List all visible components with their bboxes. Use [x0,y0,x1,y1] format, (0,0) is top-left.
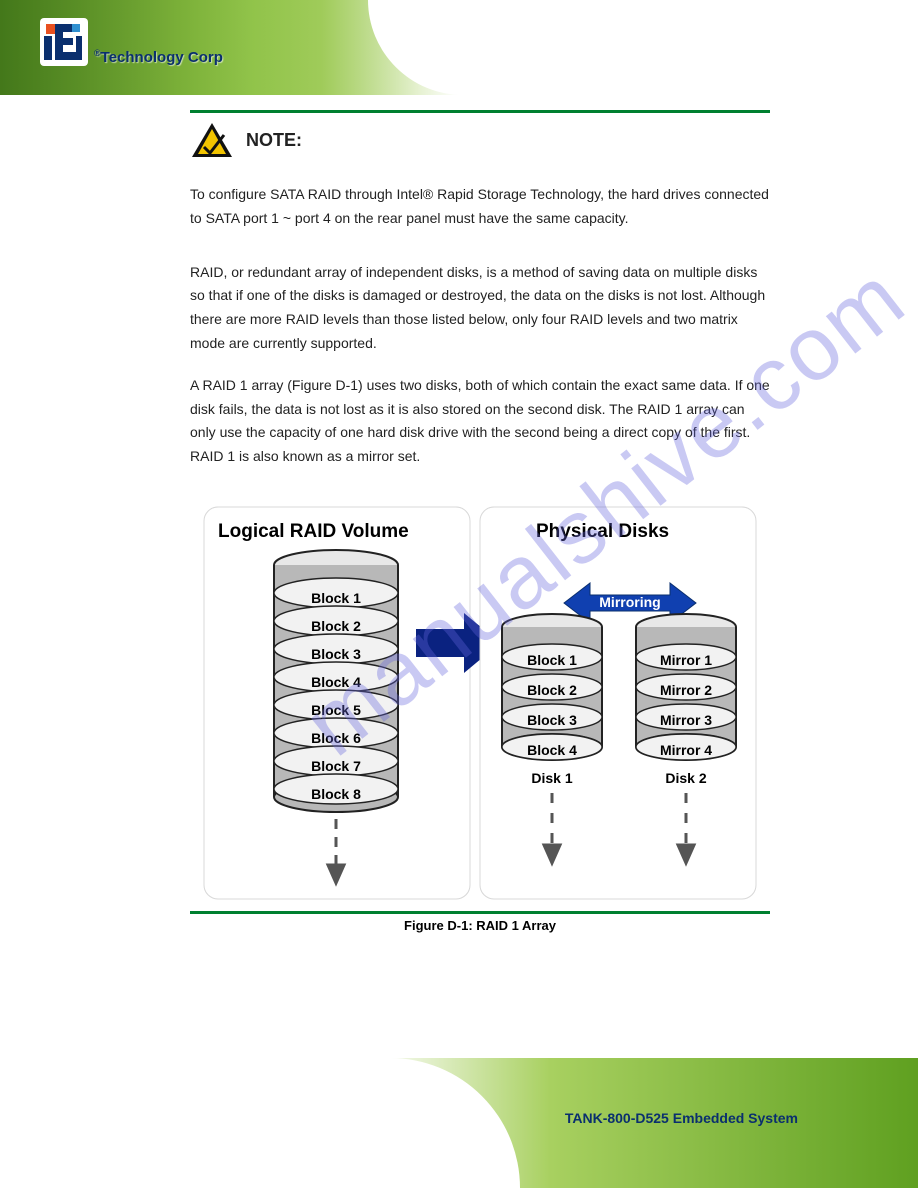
logical-title: Logical RAID Volume [218,521,409,542]
figure-wrap: Logical RAID Volume [190,503,770,903]
logo-text: ®Technology Corp [94,48,223,66]
note-icon [190,121,234,159]
svg-text:Mirror 1: Mirror 1 [660,652,712,668]
note-header-row: NOTE: [190,121,770,159]
note-body: To configure SATA RAID through Intel® Ra… [190,183,770,231]
paragraph-2: A RAID 1 array (Figure D-1) uses two dis… [190,374,770,469]
svg-text:Block 2: Block 2 [311,618,361,634]
disk1-cylinder: Block 1 Block 2 Block 3 Block 4 [502,614,602,760]
header-swoosh [368,0,918,95]
footer-product: TANK-800-D525 Embedded System [565,1110,798,1126]
logo-company-text: Technology Corp [101,49,223,66]
page-footer: Page 234 TANK-800-D525 Embedded System [0,1058,918,1188]
svg-text:Block 6: Block 6 [311,730,361,746]
svg-text:Block 4: Block 4 [311,674,361,690]
page-content: NOTE: To configure SATA RAID through Int… [190,110,770,933]
page-header: ®Technology Corp [0,0,918,95]
logo-reg-mark: ® [94,48,101,58]
svg-text:Block 4: Block 4 [527,742,577,758]
svg-text:Block 3: Block 3 [527,712,577,728]
svg-text:Mirror 4: Mirror 4 [660,742,712,758]
svg-text:Block 1: Block 1 [311,590,361,606]
paragraph-1: RAID, or redundant array of independent … [190,261,770,356]
svg-text:Mirror 2: Mirror 2 [660,682,712,698]
logo-icon [40,18,88,66]
figure-caption: Figure D-1: RAID 1 Array [190,918,770,933]
svg-text:Mirroring: Mirroring [599,594,660,610]
note-rule-top [190,110,770,113]
svg-text:Block 3: Block 3 [311,646,361,662]
disk1-label: Disk 1 [531,770,572,786]
company-logo: ®Technology Corp [40,18,223,66]
svg-text:Block 8: Block 8 [311,786,361,802]
raid1-diagram: Logical RAID Volume [200,503,760,903]
svg-text:Block 5: Block 5 [311,702,361,718]
disk2-label: Disk 2 [665,770,706,786]
svg-text:Block 7: Block 7 [311,758,361,774]
disk2-cylinder: Mirror 1 Mirror 2 Mirror 3 Mirror 4 [636,614,736,760]
note-title: NOTE: [246,130,302,151]
svg-text:Block 1: Block 1 [527,652,577,668]
physical-title: Physical Disks [536,521,669,542]
svg-text:Mirror 3: Mirror 3 [660,712,712,728]
footer-swoosh [0,1058,520,1188]
logical-cylinder: Block 1 Block 2 Block 3 Block 4 Block 5 … [274,550,398,812]
figure-rule-bottom [190,911,770,914]
svg-text:Block 2: Block 2 [527,682,577,698]
